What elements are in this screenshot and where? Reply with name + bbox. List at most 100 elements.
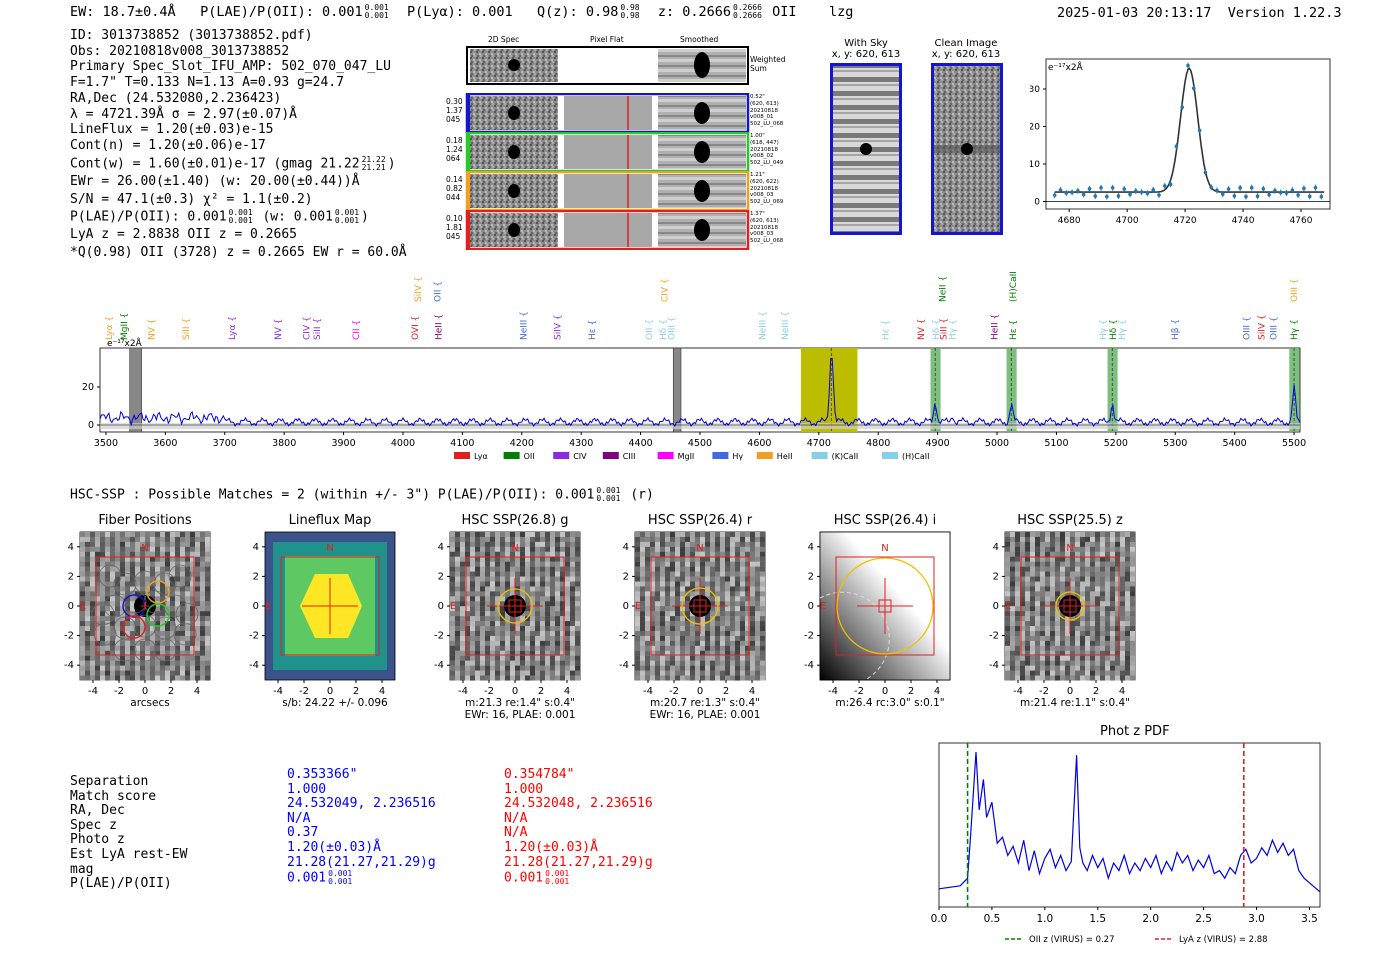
fiber-row-metrics: 0.30 1.37 045 <box>446 97 463 124</box>
photz-xtick-label: 1.5 <box>1089 913 1106 925</box>
line-fit-plot: e⁻¹⁷x2Å 0 10 20 30 4680 4700 4720 4740 4760 <box>1030 58 1331 226</box>
error-band <box>100 423 1300 430</box>
legend-swatch <box>712 452 729 459</box>
hsc-ytick-label: 0 <box>253 601 259 612</box>
hsc-ytick-label: 0 <box>808 601 814 612</box>
plae-header: P(LAE)/P(OII): 0.001 <box>200 4 363 20</box>
line-label: Hγ { <box>948 319 958 340</box>
search-box <box>465 556 565 656</box>
info-params: F=1.7" T=0.133 N=1.13 A=0.93 g=24.7 <box>70 75 344 91</box>
fiber-spectra-panel: 2D Spec Pixel Flat Smoothed Weighted Sum… <box>440 33 790 258</box>
fit-point <box>1163 184 1167 188</box>
match-value: 1.000 <box>504 781 544 797</box>
fit-ytick-label: 0 <box>1034 198 1040 208</box>
fiber-source-smoothed <box>694 180 710 202</box>
fit-point <box>1244 194 1248 199</box>
hsc-ytick-label: -2 <box>64 631 74 642</box>
fit-point <box>1313 185 1318 190</box>
east-label: E <box>265 601 271 612</box>
line-label: Lyα { <box>228 316 238 340</box>
search-box <box>95 556 195 656</box>
hsc-xtick-label: -2 <box>114 686 124 697</box>
fit-point <box>1093 194 1098 198</box>
line-label: NV { <box>148 319 158 340</box>
masked-region <box>672 347 682 433</box>
line-label: Hε { <box>1009 320 1019 340</box>
fit-point <box>1197 128 1202 133</box>
line-label: Hε { <box>881 320 891 340</box>
hsc-aperture <box>497 588 533 624</box>
match-value: 0.001 0.001 0.001 <box>504 869 570 887</box>
match-value: 24.532048, 2.236516 <box>504 796 653 812</box>
line-label: SiII { <box>313 318 323 340</box>
line-label: HeII { <box>991 314 1001 340</box>
fiber-row-metrics: 0.10 1.81 045 <box>446 214 463 241</box>
hsc-aperture <box>1055 591 1085 621</box>
hsc-xtick-label: 2 <box>908 686 914 697</box>
fiber-circle <box>153 572 177 596</box>
z-value: z: 0.2666 <box>657 4 732 20</box>
hsc-xtick-label: 0 <box>882 686 888 697</box>
fit-point <box>1116 194 1121 198</box>
hsc-panel: HSC SSP(25.5) z N E -4 -4 -2 -2 0 0 2 2 4 4 m:21.4 re… <box>970 510 1155 730</box>
with-sky-image <box>830 63 902 235</box>
fit-ytick-label: 20 <box>1030 123 1040 133</box>
spectrum-xtick-label: 3600 <box>153 438 177 449</box>
legend-label: Hγ <box>732 452 743 461</box>
photz-xtick-label: 0.5 <box>984 913 1001 925</box>
north-label: N <box>881 543 888 554</box>
photz-curve <box>938 751 1321 893</box>
fit-point <box>1070 190 1074 195</box>
fiber-spectra-svg <box>466 46 749 85</box>
fiber-orange <box>146 580 170 604</box>
line-label: NeIII { <box>758 311 768 340</box>
fiber-source-smoothed <box>694 141 710 163</box>
plya-value: P(Lyα): 0.001 <box>406 4 513 20</box>
spectrum-xtick-label: 4300 <box>569 438 593 449</box>
fit-point <box>1110 186 1115 190</box>
hsc-xtick-label: 4 <box>564 686 570 697</box>
z-frac: 0.2666 0.2666 <box>733 3 762 20</box>
counterpart-box <box>878 599 892 613</box>
fit-point <box>1267 192 1271 197</box>
legend-label: CIV <box>573 452 587 461</box>
hsc-xtick-label: 4 <box>1119 686 1125 697</box>
match-value: 0.354784" <box>504 767 575 782</box>
fiber-row-metrics: 0.14 0.82 044 <box>446 175 463 202</box>
hsc-xtick-label: 0 <box>697 686 703 697</box>
spectrum-unit: e⁻¹⁷x2Å <box>107 337 143 349</box>
hsc-ytick-label: -4 <box>64 660 74 671</box>
fit-xtick-label: 4760 <box>1290 216 1313 226</box>
clean-image <box>931 63 1003 235</box>
search-box <box>835 556 935 656</box>
aperture-dashed <box>819 591 890 681</box>
hsc-xtick-label: 2 <box>168 686 174 697</box>
hsc-ytick-label: -4 <box>619 660 629 671</box>
photz-xtick-label: 3.0 <box>1248 913 1265 925</box>
photz-frame <box>938 742 1321 908</box>
hsc-ytick-label: -4 <box>249 660 259 671</box>
hsc-panel-image: N E -4 -4 -2 -2 0 0 2 2 4 4 <box>434 531 581 697</box>
east-label: E <box>1005 601 1011 612</box>
fiber-circle <box>103 594 127 618</box>
line-label: Hβ { <box>1171 319 1181 340</box>
fiber-circle <box>91 602 115 626</box>
hsc-ytick-label: 2 <box>993 571 999 582</box>
fiber-circle <box>175 602 199 626</box>
hsc-xtick-label: 0 <box>512 686 518 697</box>
fit-xtick-label: 4720 <box>1174 216 1197 226</box>
fit-point <box>1209 185 1213 190</box>
hsc-panel-title: HSC SSP(26.8) g <box>461 513 569 528</box>
hsc-xtick-label: -2 <box>1039 686 1049 697</box>
legend-label: HeII <box>777 452 793 461</box>
line-label: Lyα { <box>105 316 115 340</box>
hsc-ytick-label: 4 <box>438 542 444 553</box>
fit-point <box>1052 193 1057 197</box>
match-value: 1.20(±0.03)Å <box>504 839 598 855</box>
line-label: (H)CaII { <box>1009 270 1019 302</box>
fiber-row-image <box>465 210 750 250</box>
hsc-ytick-label: 0 <box>993 601 999 612</box>
fit-point <box>1087 187 1092 191</box>
hsc-xtick-label: -2 <box>854 686 864 697</box>
hsc-ytick-label: 0 <box>68 601 74 612</box>
